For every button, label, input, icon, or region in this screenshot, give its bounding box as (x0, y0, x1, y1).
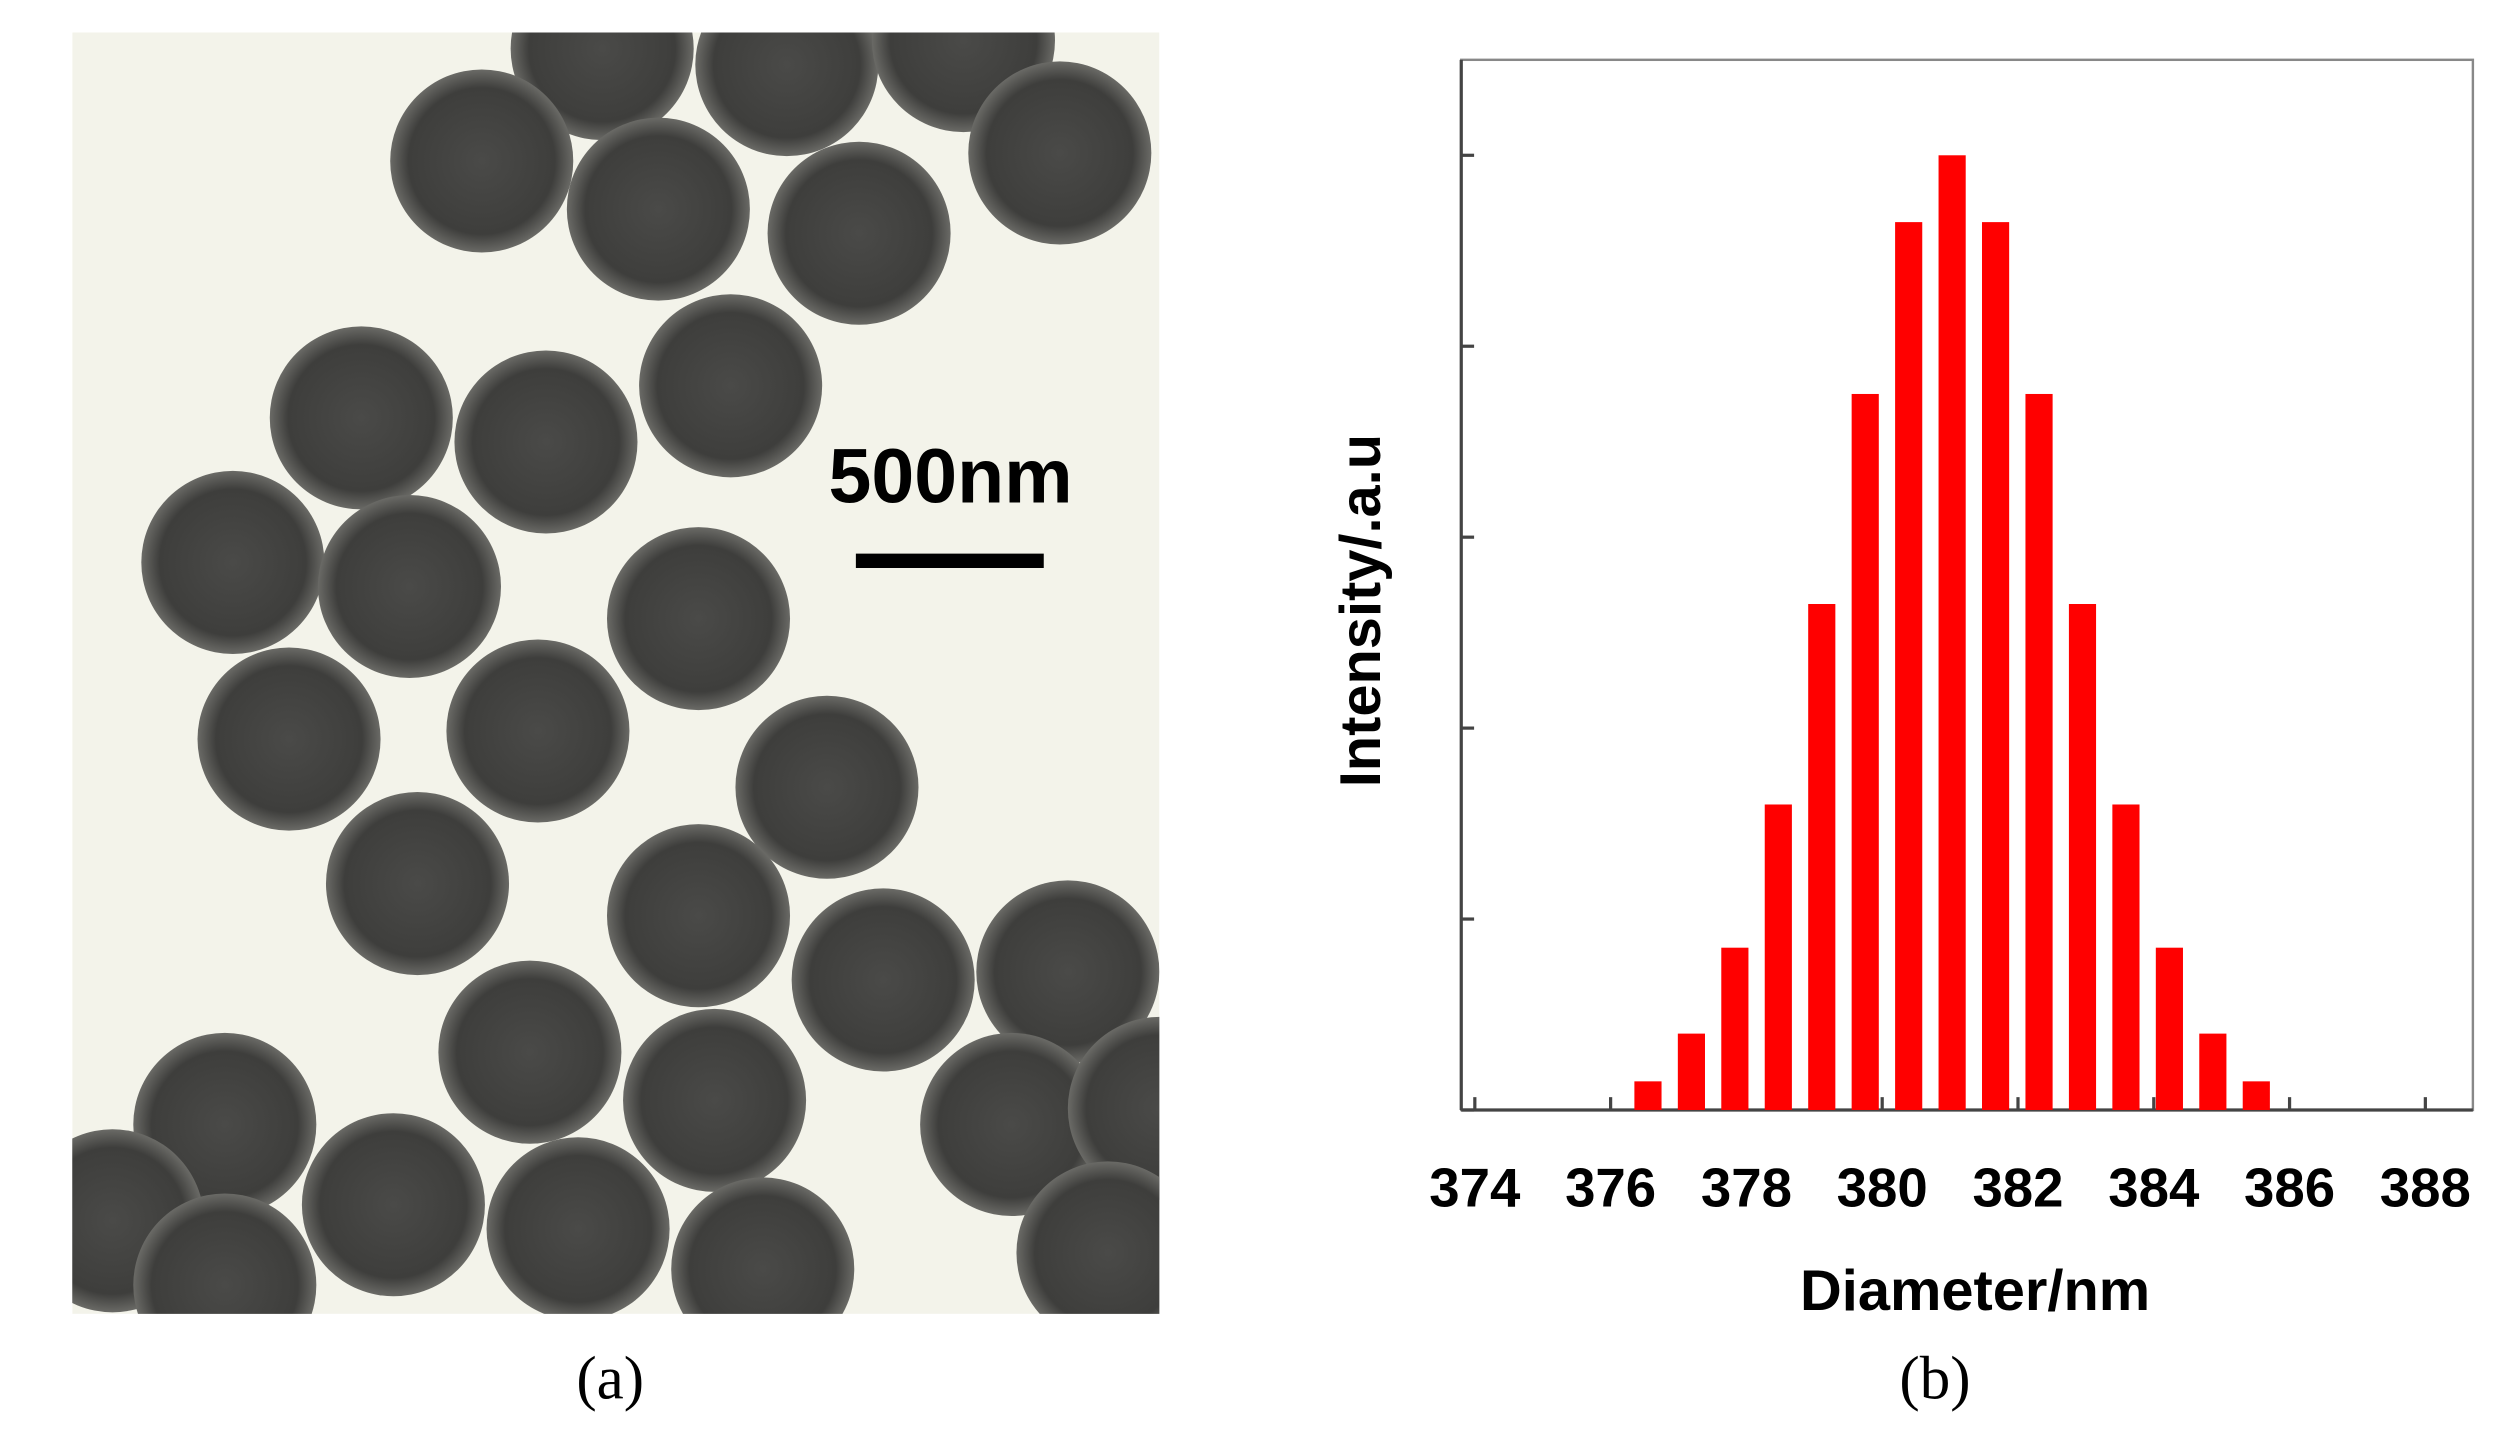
x-tick-label: 378 (1701, 1157, 1792, 1218)
particle (735, 695, 919, 879)
particle (141, 470, 325, 654)
x-tick-label: 386 (2244, 1157, 2335, 1218)
particle (438, 960, 622, 1144)
scale-label: 500nm (829, 433, 1073, 519)
bar (1938, 155, 1966, 1110)
x-tick-label: 380 (1837, 1157, 1928, 1218)
x-tick-label: 388 (2380, 1157, 2471, 1218)
particle (920, 1032, 1104, 1216)
bar (1764, 804, 1792, 1110)
x-axis-label: Diameter/nm (1800, 1259, 2150, 1323)
particle (623, 1008, 807, 1192)
caption-a: (a) (576, 1346, 644, 1413)
y-axis-label: Intensity/.a.u (1329, 434, 1393, 787)
x-tick-label: 382 (1972, 1157, 2063, 1218)
bar (1895, 222, 1923, 1110)
particle (390, 69, 574, 253)
bar (2242, 1081, 2270, 1110)
particle (1067, 1016, 1160, 1200)
bar (2112, 804, 2140, 1110)
x-tick-label: 384 (2108, 1157, 2200, 1218)
plot-frame (1460, 58, 2475, 1112)
bar (1634, 1081, 1662, 1110)
caption-b: (b) (1899, 1346, 1970, 1413)
bar (1808, 603, 1836, 1110)
bar (1851, 393, 1879, 1110)
particle (606, 824, 791, 1008)
particle (269, 326, 453, 510)
tem-image (72, 32, 1160, 1314)
particle (791, 888, 975, 1072)
particle (301, 1113, 485, 1297)
particle (671, 1177, 855, 1314)
particle (976, 880, 1160, 1064)
x-tick-label: 376 (1565, 1157, 1656, 1218)
particle (133, 1193, 317, 1314)
bar (2155, 947, 2183, 1110)
bar (1721, 947, 1749, 1110)
bar (2068, 603, 2097, 1110)
particle (606, 527, 791, 711)
bar (2199, 1033, 2227, 1110)
bar (1982, 222, 2010, 1110)
bar (1677, 1033, 1705, 1110)
particle (695, 32, 879, 157)
particle (486, 1137, 670, 1314)
particle (767, 141, 951, 325)
particle (317, 494, 501, 679)
particle (566, 117, 750, 301)
particle (197, 647, 381, 831)
particle (639, 294, 823, 478)
particle (1016, 1161, 1160, 1314)
particle (325, 792, 510, 976)
particle (446, 639, 630, 823)
particle (454, 350, 638, 534)
x-tick-label: 374 (1429, 1157, 1521, 1218)
particle (968, 61, 1152, 245)
bar (2025, 393, 2053, 1110)
